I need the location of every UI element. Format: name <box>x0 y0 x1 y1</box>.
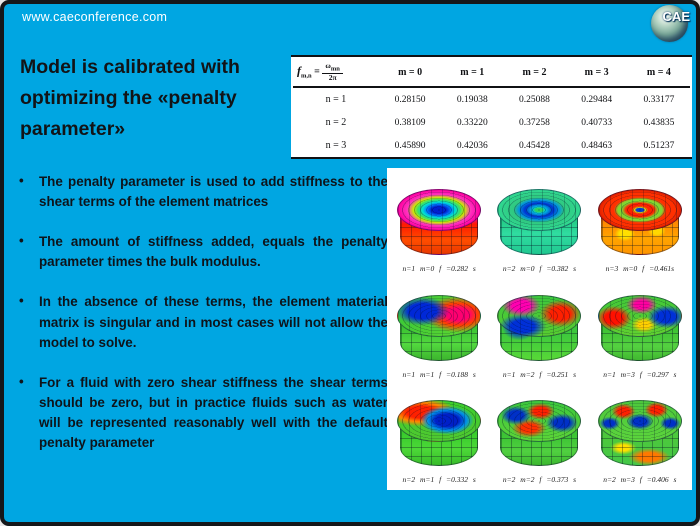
cylinder-top <box>597 189 682 232</box>
formula-symbol: f <box>297 63 301 78</box>
mode-cylinder-graphic <box>395 293 483 367</box>
cylinder-top <box>597 294 682 337</box>
logo-text: CAE <box>662 9 690 24</box>
formula-equals: = <box>314 66 320 78</box>
table-cell: 0.29484 <box>581 94 613 105</box>
mode-caption: n=1 m=2 f =0.251 s <box>502 369 577 379</box>
bullet-item: The amount of stiffness added, equals th… <box>16 231 388 272</box>
table-cell: 0.28150 <box>394 94 426 105</box>
mode-shape-figure: n=2 m=2 f =0.373 s <box>489 382 589 487</box>
mode-caption: n=3 m=0 f =0.461s <box>605 264 674 274</box>
website-link[interactable]: www.caeconference.com <box>22 10 168 24</box>
table-cell: 0.45428 <box>519 140 550 151</box>
mode-shape-figure: n=2 m=0 f =0.382 s <box>489 171 589 276</box>
mode-caption: n=2 m=3 f =0.406 s <box>603 475 677 484</box>
formula-numerator-sub: mn <box>330 65 340 73</box>
table-body: n = 1 0.28150 0.19038 0.25088 0.29484 0.33177… <box>293 87 690 157</box>
cylinder-top <box>497 400 582 442</box>
mode-caption: n=1 m=1 f =0.188 s <box>402 369 476 379</box>
cylinder-top <box>397 294 482 337</box>
table-cell: 0.38109 <box>394 117 426 128</box>
table-col-header: m = 4 <box>627 57 690 89</box>
formula-fraction: ωmn 2π <box>322 62 343 82</box>
table-cell: 0.33220 <box>456 117 488 128</box>
mode-shape-figure: n=1 m=2 f =0.251 s <box>489 276 589 381</box>
row-label: n = 3 <box>325 140 347 152</box>
formula-cell: fm,n = ωmn 2π <box>293 57 379 89</box>
table-cell: 0.42036 <box>456 140 488 151</box>
mode-cylinder-graphic <box>596 398 684 472</box>
table-cell: 0.40733 <box>581 117 613 128</box>
table-cell: 0.51237 <box>643 140 675 151</box>
formula-denominator: 2π <box>328 73 337 83</box>
mode-caption: n=1 m=0 f =0.282 s <box>402 264 476 274</box>
mode-caption: n=2 m=2 f =0.373 s <box>502 475 577 484</box>
table-cell: 0.45890 <box>394 140 426 151</box>
mode-cylinder-graphic <box>495 398 583 472</box>
mode-cylinder-graphic <box>395 187 483 261</box>
bullet-item: The penalty parameter is used to add sti… <box>16 171 388 212</box>
slide-title: Model is calibrated with optimizing the … <box>20 56 240 141</box>
table-row: n = 2 0.38109 0.33220 0.37258 0.40733 0.43835 <box>293 111 690 134</box>
table-cell: 0.19038 <box>456 94 488 105</box>
mode-cylinder-graphic <box>596 293 684 367</box>
mode-shape-figure: n=2 m=3 f =0.406 s <box>590 382 690 487</box>
bullet-item: In the absence of these terms, the eleme… <box>16 291 388 352</box>
cylinder-top <box>397 189 482 232</box>
table-col-header: m = 3 <box>565 57 628 89</box>
mode-grid: n=1 m=0 f =0.282 s n=2 m=0 f =0.382 s n=3 … <box>387 168 692 490</box>
row-label: n = 1 <box>325 94 347 106</box>
globe-icon <box>651 5 688 42</box>
formula-numerator: ω <box>325 61 331 70</box>
table-col-header: m = 2 <box>503 57 566 89</box>
mode-caption: n=2 m=0 f =0.382 s <box>502 264 577 274</box>
mode-caption: n=1 m=3 f =0.297 s <box>603 369 677 379</box>
mode-cylinder-graphic <box>395 398 483 472</box>
cylinder-top <box>397 400 482 442</box>
table-col-header: m = 0 <box>379 57 442 89</box>
table-cell: 0.25088 <box>519 94 550 105</box>
mode-cylinder-graphic <box>495 293 583 367</box>
cylinder-top <box>497 294 582 337</box>
table-col-header: m = 1 <box>441 57 504 89</box>
formula-subscript: m,n <box>301 72 312 80</box>
row-label: n = 2 <box>325 117 347 129</box>
table-cell: 0.48463 <box>581 140 613 151</box>
mode-shape-figure: n=1 m=1 f =0.188 s <box>389 276 489 381</box>
mode-shape-figure: n=2 m=1 f =0.332 s <box>389 382 489 487</box>
bullet-list: The penalty parameter is used to add sti… <box>16 171 388 473</box>
cae-logo: CAE <box>649 4 691 44</box>
mode-shape-figure: n=1 m=0 f =0.282 s <box>389 171 489 276</box>
mode-caption: n=2 m=1 f =0.332 s <box>402 475 476 484</box>
table-cell: 0.37258 <box>519 117 550 128</box>
mode-shape-figure: n=3 m=0 f =0.461s <box>590 171 690 276</box>
table-cell: 0.43835 <box>643 117 675 128</box>
table-cell: 0.33177 <box>643 94 675 105</box>
mode-cylinder-graphic <box>596 187 684 261</box>
cylinder-top <box>497 189 582 232</box>
mode-cylinder-graphic <box>495 187 583 261</box>
cylinder-top <box>597 400 682 442</box>
table-row: n = 3 0.45890 0.42036 0.45428 0.48463 0.51237 <box>293 134 690 157</box>
bullet-item: For a fluid with zero shear stiffness th… <box>16 372 388 453</box>
table-row: n = 1 0.28150 0.19038 0.25088 0.29484 0.33177 <box>293 87 690 111</box>
mode-shape-figure: n=1 m=3 f =0.297 s <box>590 276 690 381</box>
